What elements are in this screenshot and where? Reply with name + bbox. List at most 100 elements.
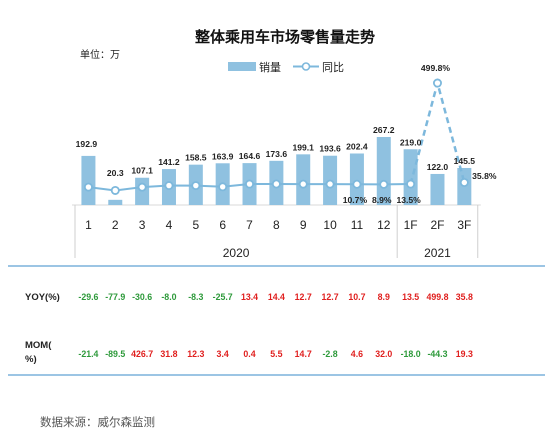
x-tick-label: 6 [219, 218, 226, 232]
table-cell: -29.6 [78, 292, 98, 302]
table-cell: -89.5 [105, 349, 125, 359]
table-cell: -2.8 [322, 349, 337, 359]
line-point [325, 179, 335, 189]
table-cell: 499.8 [426, 292, 448, 302]
table-cell: -18.0 [401, 349, 421, 359]
line-point [298, 179, 308, 189]
table-row-label: YOY(%) [25, 292, 60, 303]
bar-value-label: 199.1 [292, 142, 314, 152]
x-tick-label: 8 [273, 218, 280, 232]
x-tick-label: 7 [246, 218, 253, 232]
table-cell: 10.7 [348, 292, 365, 302]
legend-line-label: 同比 [322, 61, 344, 74]
line-value-label: 10.7% [343, 195, 368, 205]
line-point [271, 179, 281, 189]
line-value-label: 13.5% [396, 195, 421, 205]
line-point [245, 179, 255, 189]
line-point [110, 185, 120, 195]
x-tick-label: 12 [377, 218, 391, 232]
x-tick-label: 2F [430, 218, 444, 232]
source-note: 数据来源：威尔森监测 [40, 415, 155, 429]
table-cell: 14.7 [295, 349, 312, 359]
table-row-label: MOM( [25, 340, 52, 351]
bar-value-label: 193.6 [319, 144, 341, 154]
group-label: 2021 [424, 246, 451, 260]
x-tick-label: 11 [351, 218, 364, 232]
x-tick-label: 1F [404, 218, 418, 232]
legend-bar-swatch [228, 62, 256, 71]
data-labels: 192.9 20.3 107.1 141.2 158.5 163.9 164.6 173.6 1… [76, 63, 497, 205]
data-table: YOY(%) -29.6 -77.9 -30.6 -8.0 -8.3 -25.7 13.4 14… [8, 265, 545, 376]
bar-value-label: 158.5 [185, 153, 207, 163]
bar-value-label: 141.2 [158, 157, 180, 167]
table-cell: 35.8 [456, 292, 473, 302]
line-series [83, 78, 469, 195]
x-tick-label: 5 [192, 218, 199, 232]
bar [108, 199, 123, 205]
table-cell: 0.4 [243, 349, 255, 359]
chart-title: 整体乘用车市场零售量走势 [195, 28, 375, 46]
line-point [352, 179, 362, 189]
group-label: 2020 [223, 246, 250, 260]
table-cell: 5.5 [270, 349, 282, 359]
line-point [137, 182, 147, 192]
table-cell: -21.4 [78, 349, 98, 359]
line-point [459, 177, 469, 187]
bar-value-label: 163.9 [212, 151, 234, 161]
table-cell: -8.0 [161, 292, 176, 302]
table-cell: -8.3 [188, 292, 203, 302]
x-tick-label: 10 [323, 218, 337, 232]
bar [430, 173, 445, 205]
bar-value-label: 173.6 [266, 149, 288, 159]
x-tick-label: 1 [85, 218, 92, 232]
x-tick-label: 2 [112, 218, 119, 232]
x-tick-label: 3F [457, 218, 471, 232]
table-cell: 31.8 [160, 349, 177, 359]
table-cell: 13.5 [402, 292, 419, 302]
line-point [218, 182, 228, 192]
table-cell: 12.3 [187, 349, 204, 359]
bar-value-label: 192.9 [76, 139, 98, 149]
line-value-label: 8.9% [372, 195, 392, 205]
table-cell: 12.7 [295, 292, 312, 302]
table-cell: 13.4 [241, 292, 258, 302]
line-point [379, 179, 389, 189]
line-point [83, 182, 93, 192]
bar-value-label: 20.3 [107, 168, 124, 178]
line-point [164, 181, 174, 191]
table-cell: 32.0 [375, 349, 392, 359]
bar-value-label: 164.6 [239, 151, 261, 161]
line-value-label: 35.8% [472, 171, 497, 181]
table-cell: -77.9 [105, 292, 125, 302]
bar [81, 155, 96, 205]
table-cell: 12.7 [322, 292, 339, 302]
bar-value-label: 145.5 [454, 156, 476, 166]
unit-label: 单位：万 [80, 48, 120, 61]
x-tick-label: 3 [139, 218, 146, 232]
table-cell: 19.3 [456, 349, 473, 359]
bar [376, 136, 391, 205]
table-cell: 8.9 [378, 292, 390, 302]
table-row-label: %) [25, 354, 37, 365]
bar [349, 153, 364, 205]
table-cell: 14.4 [268, 292, 285, 302]
bar-value-label: 122.0 [427, 162, 449, 172]
table-cell: 426.7 [131, 349, 153, 359]
legend-bar-label: 销量 [259, 60, 281, 74]
bar-value-label: 202.4 [346, 141, 368, 151]
legend-line-marker [301, 62, 311, 71]
bar-value-label: 107.1 [131, 166, 153, 176]
table-cell: -25.7 [213, 292, 233, 302]
table-cell: 4.6 [351, 349, 363, 359]
table-cell: -44.3 [427, 349, 447, 359]
table-cell: -30.6 [132, 292, 152, 302]
x-tick-label: 9 [300, 218, 307, 232]
bar [403, 149, 418, 205]
line-point [191, 181, 201, 191]
bar-value-label: 219.0 [400, 137, 422, 147]
line-point [432, 78, 442, 88]
line-value-label: 499.8% [421, 63, 451, 73]
line-point [406, 179, 416, 189]
bar-value-label: 267.2 [373, 125, 395, 135]
